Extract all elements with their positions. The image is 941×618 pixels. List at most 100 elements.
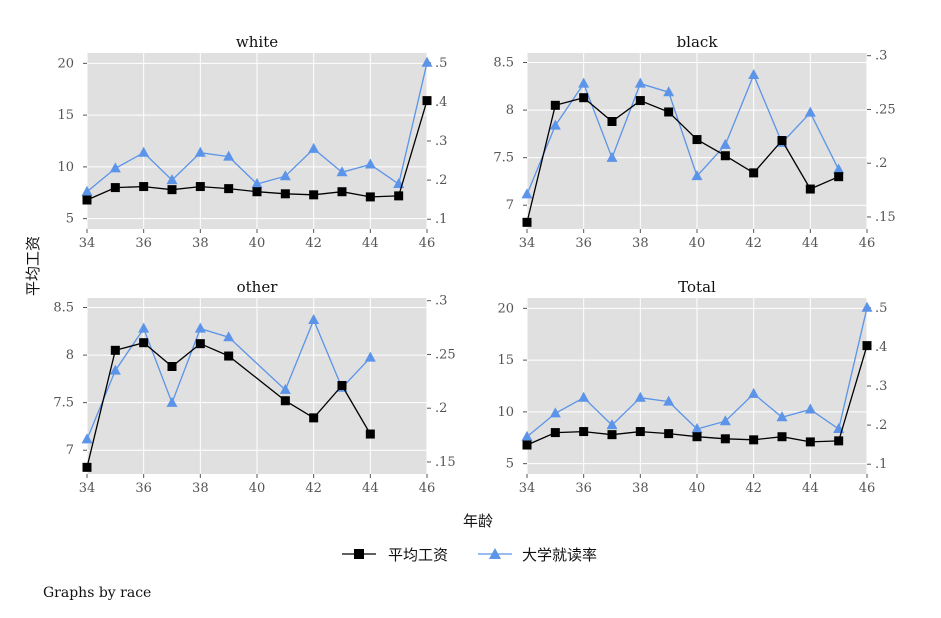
data-point-wage [82, 462, 92, 472]
data-point-college [81, 433, 93, 444]
data-point-wage [309, 413, 319, 423]
data-point-wage [749, 435, 759, 445]
data-point-wage [664, 429, 674, 439]
data-point-college [223, 150, 235, 161]
data-point-college [166, 396, 178, 407]
x-tick-label: 38 [632, 236, 649, 251]
data-point-college [748, 387, 760, 398]
data-point-college [521, 430, 533, 441]
data-point-wage [607, 430, 617, 440]
x-tick-label: 34 [79, 236, 96, 251]
data-point-wage [195, 339, 205, 349]
x-tick-label: 44 [362, 236, 379, 251]
x-tick-label: 46 [859, 481, 876, 496]
y-right-tick-label: .5 [875, 301, 887, 316]
data-point-wage [167, 185, 177, 195]
data-point-wage [139, 182, 149, 192]
y-left-tick-label: 15 [497, 353, 514, 368]
y-left-tick-label: 10 [497, 405, 514, 420]
data-point-college [251, 178, 263, 189]
data-point-wage [550, 428, 560, 438]
y-left-tick-label: 7.5 [493, 151, 514, 166]
x-tick-label: 40 [249, 236, 266, 251]
x-tick-label: 38 [192, 236, 209, 251]
panel-title: black [677, 33, 719, 51]
data-point-wage [365, 192, 375, 202]
y-right-tick-label: .25 [435, 347, 456, 362]
data-point-college [279, 170, 291, 181]
data-point-wage [749, 168, 759, 178]
y-right-tick-label: .1 [875, 457, 887, 472]
data-point-college [336, 166, 348, 177]
series-line-college [526, 73, 840, 195]
legend-wage-label: 平均工资 [388, 546, 448, 564]
x-tick-label: 42 [745, 236, 762, 251]
data-point-wage [664, 107, 674, 117]
panel-title: white [236, 33, 278, 51]
series-line-wage [526, 96, 839, 223]
data-point-college [833, 163, 845, 174]
data-point-wage [862, 341, 872, 351]
x-tick-label: 36 [575, 236, 592, 251]
data-point-wage [280, 396, 290, 406]
data-point-college [223, 331, 235, 342]
data-point-college [663, 395, 675, 406]
data-point-college [166, 174, 178, 185]
data-point-wage [82, 195, 92, 205]
data-point-college [634, 391, 646, 402]
data-point-wage [224, 351, 234, 361]
data-point-wage [805, 437, 815, 447]
x-tick-label: 36 [575, 481, 592, 496]
y-right-tick-label: .4 [435, 95, 447, 110]
data-point-wage [337, 381, 347, 391]
x-tick-label: 40 [689, 481, 706, 496]
x-tick-label: 44 [802, 236, 819, 251]
data-point-college [279, 383, 291, 394]
data-point-college [634, 77, 646, 88]
data-point-college [364, 158, 376, 169]
x-tick-label: 34 [519, 481, 536, 496]
data-point-college [109, 162, 121, 173]
data-point-college [138, 146, 150, 157]
data-point-college [748, 69, 760, 80]
data-point-college [861, 301, 873, 312]
data-point-wage [579, 93, 589, 103]
data-point-wage [635, 96, 645, 106]
data-point-college [606, 151, 618, 162]
y-left-tick-label: 20 [57, 56, 74, 71]
y-right-tick-label: .3 [875, 49, 887, 64]
data-point-college [578, 77, 590, 88]
y-right-tick-label: .2 [435, 173, 447, 188]
data-point-college [521, 188, 533, 199]
data-point-college [691, 170, 703, 181]
y-right-tick-label: .4 [875, 340, 887, 355]
x-tick-label: 44 [362, 481, 379, 496]
data-point-college [663, 86, 675, 97]
data-point-wage [252, 187, 262, 197]
y-left-tick-label: 5 [66, 212, 74, 227]
y-left-tick-label: 8 [506, 103, 514, 118]
panel-white: white 34 36 38 40 42 44 46 5 10 15 20 .1 .2 .3 .4 .5 [57, 33, 447, 251]
y-right-tick-label: .5 [435, 56, 447, 71]
data-point-wage [167, 361, 177, 371]
data-point-wage [394, 191, 404, 201]
y-right-tick-label: .3 [875, 379, 887, 394]
data-point-college [776, 411, 788, 422]
data-point-wage [777, 136, 787, 146]
data-point-college [138, 322, 150, 333]
data-point-college [81, 185, 93, 196]
data-point-wage [110, 183, 120, 193]
x-tick-label: 40 [689, 236, 706, 251]
panel-other: other 34 36 38 40 42 44 46 7 7.5 8 8.5 .15 .2 .25 .3 [53, 278, 455, 496]
x-tick-label: 38 [632, 481, 649, 496]
data-point-wage [607, 116, 617, 126]
x-tick-label: 46 [419, 481, 436, 496]
data-point-wage [337, 187, 347, 197]
y-left-tick-label: 8.5 [53, 301, 74, 316]
y-right-tick-label: .2 [875, 418, 887, 433]
x-tick-label: 44 [802, 481, 819, 496]
x-tick-label: 38 [192, 481, 209, 496]
y-left-tick-label: 7.5 [53, 396, 74, 411]
legend-college-marker [489, 548, 501, 559]
